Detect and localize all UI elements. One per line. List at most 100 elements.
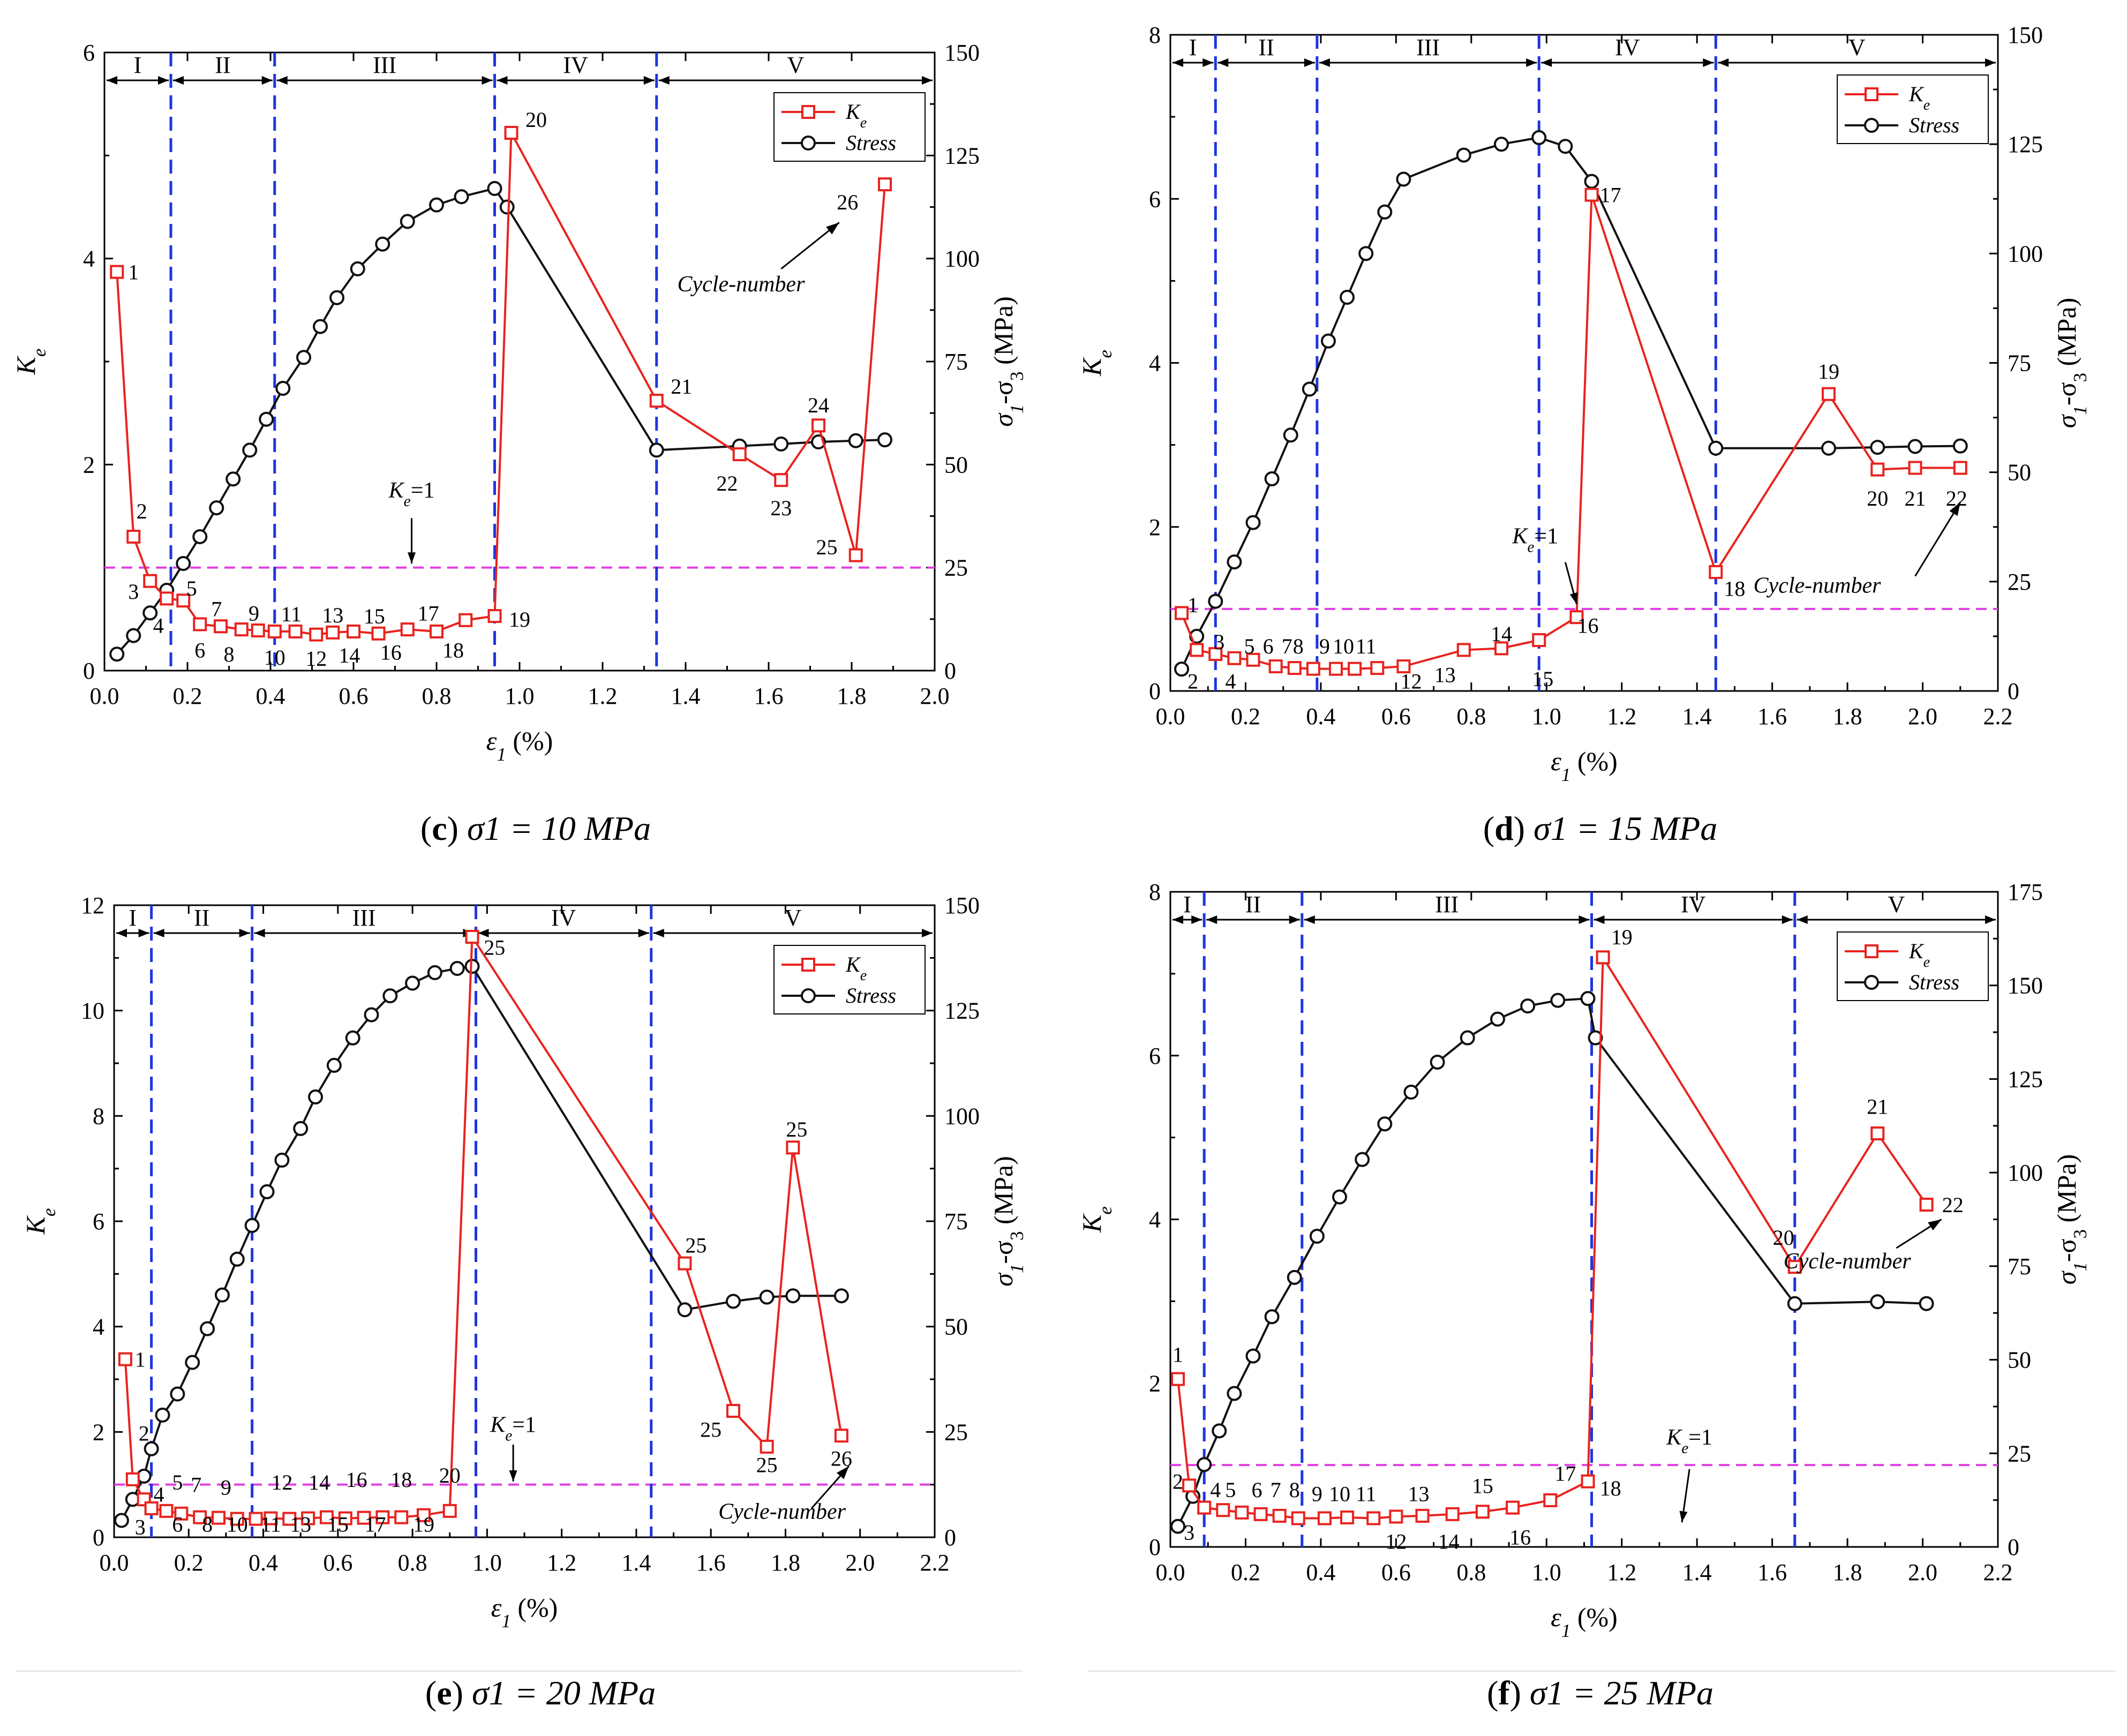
panel-c-cycle-label: 9 <box>249 601 259 625</box>
panel-e-cycle-label: 12 <box>271 1470 292 1494</box>
panel-d-yr-tick-label: 50 <box>2008 460 2031 486</box>
panel-d-ke-point <box>1821 387 1836 401</box>
panel-e-cycle-label: 9 <box>221 1476 231 1500</box>
panel-e-cycle-label: 16 <box>346 1468 367 1492</box>
panel-c-ke-point <box>288 624 303 638</box>
panel-c-stage-label: II <box>215 52 230 78</box>
panel-c-stage-arrowhead-right <box>158 76 169 85</box>
panel-c-x-tick-label: 0.2 <box>173 683 202 709</box>
panel-e-yr-tick-label: 150 <box>944 892 980 919</box>
panel-e-stress-point <box>405 975 420 991</box>
panel-d-cycle-label: 5 <box>1244 634 1254 658</box>
panel-e-ke-point <box>230 1512 244 1526</box>
panel-c-yl-tick-label: 6 <box>83 40 95 66</box>
panel-f-legend-box <box>1837 931 1989 1001</box>
panel-d-stress-point <box>1494 137 1509 152</box>
panel-e-yl-tick-label: 8 <box>93 1103 104 1129</box>
panel-c-ke-point <box>878 177 892 192</box>
panel-d-cycle-number-arrow <box>1914 502 1961 577</box>
panel-e-cycle-label: 6 <box>172 1512 183 1536</box>
panel-f-ke1-label: Ke=1 <box>1666 1425 1712 1457</box>
panel-f-yl-tick-label: 2 <box>1149 1370 1161 1396</box>
panel-d-cycle-number-arrowhead <box>1949 502 1960 516</box>
panel-c-stage-label: I <box>134 52 142 78</box>
panel-f-ke-point <box>1543 1493 1558 1507</box>
panel-d-yr-tick-label: 0 <box>2008 678 2019 704</box>
panel-f-ke-point <box>1182 1478 1197 1493</box>
panel-e-cycle-label: 3 <box>135 1515 146 1539</box>
panel-f-stress-point <box>1580 991 1596 1006</box>
panel-f-x-tick-label: 1.2 <box>1607 1559 1636 1585</box>
panel-d-yl-tick-label: 8 <box>1149 22 1161 48</box>
panel-e-ke-point <box>375 1510 390 1524</box>
panel-d-cycle-label: 15 <box>1532 667 1553 691</box>
panel-e-cycle-label: 18 <box>390 1468 412 1492</box>
panel-d-stage-label: III <box>1416 34 1440 61</box>
panel-d-stress-point <box>1558 139 1573 154</box>
panel-c-ke-point <box>811 418 825 433</box>
panel-e-cycle-label: 15 <box>327 1512 349 1536</box>
panel-c-yl-tick-label: 4 <box>83 246 95 272</box>
panel-f-ke-line <box>1177 953 1928 1520</box>
panel-c-stage-arrowhead-right <box>261 76 273 85</box>
panel-f-cycle-label: 1 <box>1173 1343 1183 1367</box>
panel-e-cycle-label: 14 <box>309 1470 330 1494</box>
panel-d-x-axis-title: ε1 (%) <box>1551 746 1618 785</box>
panel-e-cycle-label: 2 <box>139 1421 149 1445</box>
panel-c-stress-point <box>649 442 664 458</box>
panel-e-ke-point <box>211 1510 226 1525</box>
panel-d-x-tick-label: 1.8 <box>1833 703 1862 730</box>
panel-d-ke1-arrowhead <box>1569 592 1578 604</box>
panel-f-stress-point <box>1245 1348 1261 1364</box>
panel-d-ke-point <box>1348 662 1362 676</box>
panel-e-stress-point <box>274 1152 290 1168</box>
panel-f-stress-point <box>1520 998 1536 1014</box>
panel-e-cycle-label: 20 <box>439 1463 461 1487</box>
panel-e-yl-tick-label: 12 <box>81 892 104 919</box>
panel-c-cycle-label: 16 <box>380 640 402 664</box>
panel-e-stress-point <box>170 1386 185 1402</box>
panel-e-cycle-number-arrowhead <box>836 1466 849 1479</box>
panel-d-x-tick-label: 1.0 <box>1532 703 1561 730</box>
panel-e-ke-point <box>416 1508 431 1522</box>
panel-f-ke-point <box>1415 1508 1430 1523</box>
panel-e-ke-point <box>282 1512 297 1526</box>
panel-d-cycle-label: 14 <box>1491 622 1512 646</box>
panel-c-cycle-label: 23 <box>770 496 792 520</box>
panel-f-cycle-label: 11 <box>1356 1482 1377 1506</box>
panel-c-ke-point <box>774 473 788 487</box>
panel-c-stress-point <box>142 605 158 621</box>
panel-e-ke-point <box>193 1510 207 1524</box>
panel-f-y-right-title: σ1-σ3 (MPa) <box>2051 1154 2091 1285</box>
panel-f-ke-point <box>1366 1511 1381 1525</box>
panel-c-stress-point <box>275 381 291 396</box>
panel-c-x-tick-label: 0.8 <box>422 683 452 709</box>
panel-c-legend-stress-marker <box>801 136 816 151</box>
panel-e-yl-tick-label: 0 <box>93 1524 104 1551</box>
panel-c-legend-ke-label: Ke <box>845 100 867 131</box>
panel-d-stress-point <box>1320 333 1336 349</box>
panel-e-stage-arrowhead-left <box>254 929 265 937</box>
panel-e-stress-point <box>259 1184 275 1199</box>
panel-c-stress-point <box>126 628 141 643</box>
panel-e-x-axis-title: ε1 (%) <box>491 1592 558 1632</box>
panel-d-ke-point <box>1268 659 1283 674</box>
panel-c-stage-label: IV <box>563 52 588 78</box>
panel-d-cycle-label: 2 <box>1187 670 1198 694</box>
panel-c-ke-point <box>143 574 157 588</box>
panel-d-stress-point <box>1870 440 1885 455</box>
panel-e-cycle-label: 19 <box>413 1512 434 1536</box>
panel-f-stress-point <box>1197 1457 1212 1472</box>
panel-c-cycle-label: 26 <box>837 190 858 214</box>
panel-c-cycle-label: 22 <box>717 471 738 495</box>
panel-e-yl-tick-label: 6 <box>93 1208 104 1235</box>
panel-e-cycle-label: 25 <box>786 1117 807 1141</box>
panel-d-ke-point <box>1953 461 1967 475</box>
panel-c-cycle-label: 1 <box>128 260 139 284</box>
panel-c-cycle-label: 18 <box>442 638 464 663</box>
panel-d-stress-point <box>1377 204 1393 220</box>
panel-c-ke-point <box>251 623 265 637</box>
panel-c-ke-point <box>193 617 207 632</box>
